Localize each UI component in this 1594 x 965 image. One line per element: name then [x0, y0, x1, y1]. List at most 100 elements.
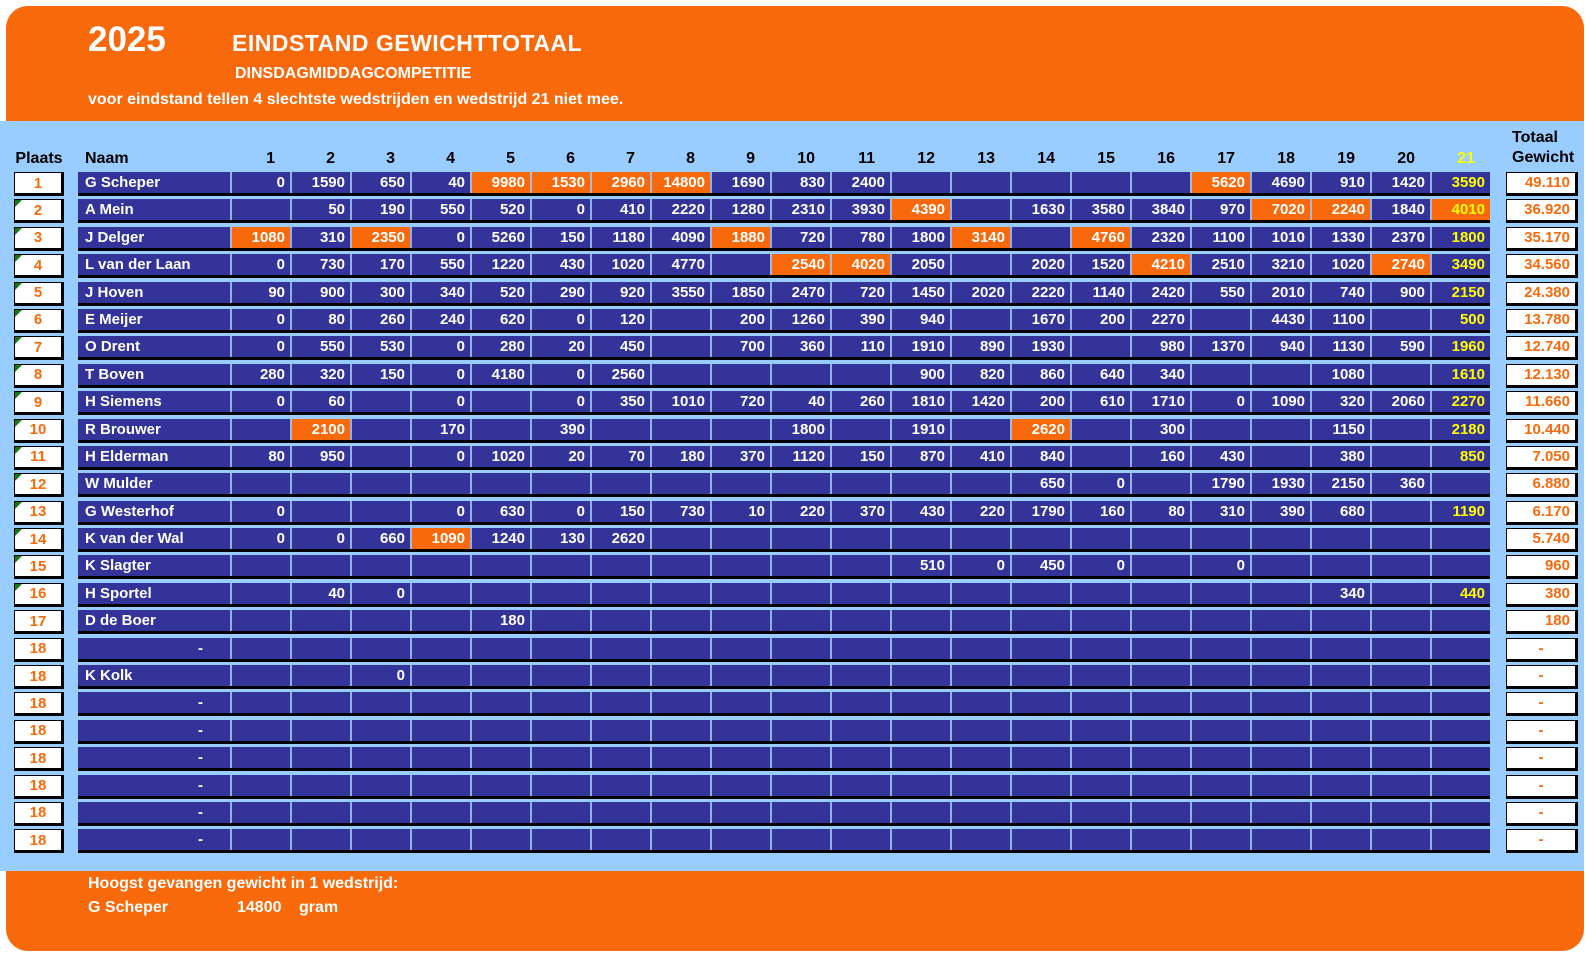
match-cell: [650, 610, 710, 632]
match-cell: [1070, 172, 1130, 193]
row-gap: [1490, 829, 1506, 853]
row-gap: [1490, 199, 1506, 223]
match-cell: [350, 391, 410, 413]
plaats-value: 7: [33, 338, 43, 356]
match-cell: [770, 829, 830, 851]
match-cell: 1120: [770, 445, 830, 467]
match-cell: 2740: [1370, 254, 1430, 276]
match-cell: 1910: [890, 336, 950, 358]
totaal-cell: -: [1506, 665, 1578, 690]
match-cell: 1520: [1070, 254, 1130, 276]
match-cell: [710, 774, 770, 796]
comment-indicator-icon: [15, 282, 22, 290]
match-cell: [590, 692, 650, 714]
plaats-cell: 5: [14, 281, 64, 306]
match-cell: [470, 391, 530, 413]
match-cell: [1190, 774, 1250, 796]
match-cell: [710, 582, 770, 604]
match-cell: [1250, 528, 1310, 550]
match-cell: [770, 473, 830, 495]
table-row: 12 W Mulder 650 0 1790 1930 2150 360 6.880: [14, 473, 1578, 498]
match-cell: 260: [830, 391, 890, 413]
match-cell: 0: [350, 665, 410, 687]
match-cell: [770, 637, 830, 659]
match-cell: 1880: [710, 226, 770, 248]
plaats-cell: 15: [14, 555, 64, 580]
match-cell: 1240: [470, 528, 530, 550]
match-cell: [1070, 418, 1130, 440]
match-column-header: 8: [686, 150, 695, 167]
match-cell: [1370, 801, 1430, 823]
match-cell: [350, 747, 410, 769]
plaats-value: 1: [33, 174, 43, 192]
match-cell: 0: [230, 308, 290, 330]
match-cell: 2220: [1010, 281, 1070, 303]
match-cell: 900: [290, 281, 350, 303]
row-gap: [1490, 501, 1506, 525]
totaal-cell: 960: [1506, 555, 1578, 580]
totaal-cell: -: [1506, 692, 1578, 717]
totaal-cell: 35.170: [1506, 226, 1578, 251]
match-cell: [950, 610, 1010, 632]
match-cell: [1430, 692, 1490, 714]
match-cell: 3490: [1430, 254, 1490, 276]
match-column-header: 1: [266, 150, 275, 167]
match-cell: [1250, 774, 1310, 796]
match-cell: [230, 610, 290, 632]
row-strip: J Delger 1080 310 2350 0 5260 150 1180 4090 1880 7…: [78, 226, 1490, 251]
match-cell: [1130, 719, 1190, 741]
match-cell: 340: [1310, 582, 1370, 604]
match-cell: [1250, 665, 1310, 687]
match-cell: 1930: [1250, 473, 1310, 495]
match-cell: 0: [410, 500, 470, 522]
match-cell: 910: [1310, 172, 1370, 193]
match-cell: 1790: [1010, 500, 1070, 522]
comment-indicator-icon: [15, 309, 22, 317]
plaats-value: 12: [29, 475, 47, 493]
match-cell: 940: [890, 308, 950, 330]
match-cell: [710, 829, 770, 851]
row-gap: [64, 227, 78, 251]
match-cell: [1310, 555, 1370, 577]
totaal-cell: 12.740: [1506, 336, 1578, 361]
match-cell: [1250, 610, 1310, 632]
match-cell: 2010: [1250, 281, 1310, 303]
match-cell: [1130, 829, 1190, 851]
match-cell: [650, 665, 710, 687]
match-cell: 3210: [1250, 254, 1310, 276]
match-cell: [470, 582, 530, 604]
match-cell: [650, 774, 710, 796]
match-cell: 350: [590, 391, 650, 413]
match-cell: 1010: [1250, 226, 1310, 248]
totaal-cell: 34.560: [1506, 254, 1578, 279]
match-cell: [950, 692, 1010, 714]
table-row: 18 - -: [14, 692, 1578, 717]
match-cell: 2240: [1310, 199, 1370, 221]
match-cell: [650, 336, 710, 358]
plaats-cell: 4: [14, 254, 64, 279]
match-cell: [1130, 637, 1190, 659]
match-cell: [1130, 692, 1190, 714]
name-cell: -: [198, 639, 203, 657]
comment-indicator-icon: [15, 556, 22, 564]
totaal-cell: 49.110: [1506, 172, 1578, 196]
plaats-cell: 18: [14, 692, 64, 717]
match-cell: [230, 801, 290, 823]
match-cell: 130: [530, 528, 590, 550]
match-cell: 2350: [350, 226, 410, 248]
row-strip: G Scheper 0 1590 650 40 9980 1530 2960 14800 1690…: [78, 172, 1490, 196]
match-cell: [1370, 829, 1430, 851]
match-cell: 1800: [1430, 226, 1490, 248]
match-cell: [350, 473, 410, 495]
match-cell: 1190: [1430, 500, 1490, 522]
totaal-cell: 12.130: [1506, 363, 1578, 388]
match-cell: 430: [530, 254, 590, 276]
match-cell: 150: [530, 226, 590, 248]
match-cell: 110: [830, 336, 890, 358]
plaats-cell: 14: [14, 528, 64, 553]
name-cell: K Kolk: [85, 667, 133, 685]
match-column-header: 16: [1157, 150, 1175, 167]
match-cell: [230, 199, 290, 221]
match-cell: 0: [230, 391, 290, 413]
